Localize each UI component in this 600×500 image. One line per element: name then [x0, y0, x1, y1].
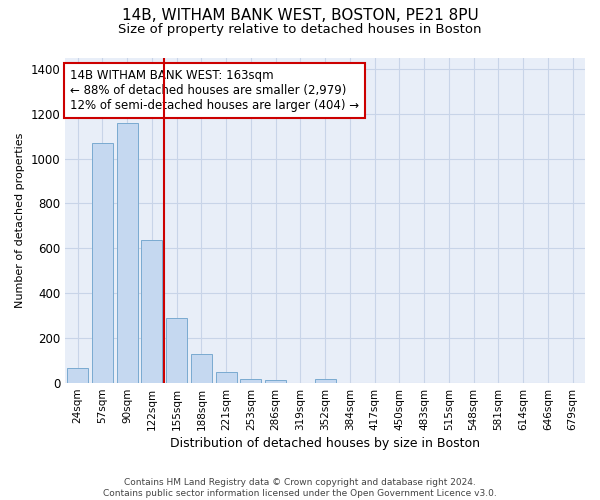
Bar — [67, 368, 88, 383]
Bar — [191, 354, 212, 383]
Bar — [116, 122, 137, 383]
Text: Size of property relative to detached houses in Boston: Size of property relative to detached ho… — [118, 22, 482, 36]
Bar — [265, 380, 286, 383]
Text: 14B, WITHAM BANK WEST, BOSTON, PE21 8PU: 14B, WITHAM BANK WEST, BOSTON, PE21 8PU — [122, 8, 478, 22]
Bar — [141, 240, 163, 383]
Text: 14B WITHAM BANK WEST: 163sqm
← 88% of detached houses are smaller (2,979)
12% of: 14B WITHAM BANK WEST: 163sqm ← 88% of de… — [70, 69, 359, 112]
Text: Contains HM Land Registry data © Crown copyright and database right 2024.
Contai: Contains HM Land Registry data © Crown c… — [103, 478, 497, 498]
Bar — [166, 318, 187, 383]
Bar — [314, 378, 335, 383]
Bar — [215, 372, 236, 383]
Bar — [92, 143, 113, 383]
X-axis label: Distribution of detached houses by size in Boston: Distribution of detached houses by size … — [170, 437, 480, 450]
Bar — [241, 378, 262, 383]
Y-axis label: Number of detached properties: Number of detached properties — [15, 132, 25, 308]
